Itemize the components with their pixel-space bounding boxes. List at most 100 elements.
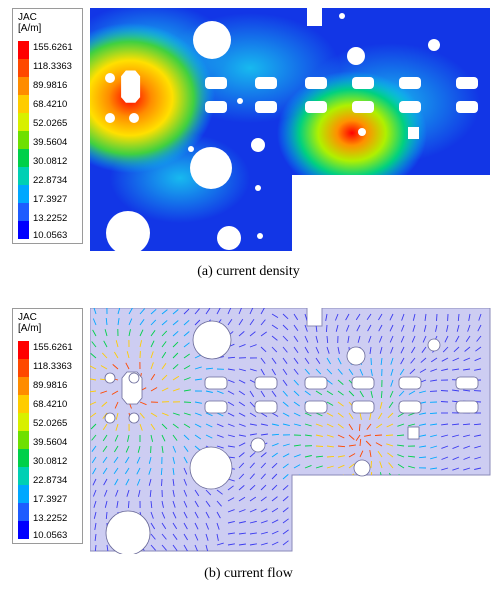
flow-arrow bbox=[249, 496, 257, 502]
flow-arrow bbox=[366, 527, 372, 535]
flow-arrow bbox=[92, 489, 97, 497]
legend-tick: 30.0812 bbox=[33, 456, 68, 467]
flow-arrow bbox=[444, 335, 449, 343]
flow-arrow bbox=[216, 434, 224, 438]
flow-arrow bbox=[282, 346, 288, 353]
flow-arrow bbox=[441, 488, 449, 491]
flow-arrow bbox=[183, 522, 188, 530]
flow-arrow bbox=[161, 434, 166, 442]
flow-arrow bbox=[260, 452, 267, 458]
flow-arrow bbox=[315, 465, 323, 469]
flow-arrow bbox=[194, 378, 202, 381]
flow-arrow bbox=[172, 478, 175, 486]
flow-arrow bbox=[424, 538, 427, 546]
flow-arrow bbox=[380, 357, 383, 365]
flow-arrow bbox=[249, 412, 257, 417]
flow-arrow bbox=[238, 318, 244, 326]
flow-arrow bbox=[473, 423, 482, 426]
flow-arrow bbox=[436, 313, 438, 322]
flow-arrow bbox=[359, 438, 362, 447]
flow-arrow bbox=[430, 379, 438, 382]
flow-arrow bbox=[419, 412, 427, 415]
flow-arrow bbox=[389, 390, 394, 398]
current-flow-map bbox=[90, 308, 491, 554]
flow-arrow bbox=[477, 538, 482, 546]
legend-tick: 13.2252 bbox=[33, 213, 68, 224]
flow-arrow bbox=[335, 527, 339, 535]
flow-arrow bbox=[91, 434, 97, 441]
legend-tick: 155.6261 bbox=[33, 342, 73, 353]
flow-arrow bbox=[194, 511, 199, 519]
flow-arrow bbox=[172, 533, 178, 540]
flow-arrow bbox=[326, 401, 334, 406]
flow-arrow bbox=[367, 324, 372, 332]
flow-arrow bbox=[421, 506, 427, 513]
flow-arrow bbox=[282, 507, 289, 513]
flow-arrow bbox=[420, 496, 427, 502]
flow-arrow bbox=[357, 335, 361, 343]
flow-arrow bbox=[293, 464, 301, 469]
flow-arrow bbox=[238, 331, 245, 337]
flow-arrow bbox=[430, 445, 438, 449]
flow-arrow bbox=[148, 456, 152, 464]
flow-arrow bbox=[337, 379, 344, 385]
flow-arrow bbox=[293, 335, 299, 343]
flow-arrow bbox=[408, 423, 416, 427]
flow-arrow bbox=[304, 516, 309, 524]
flow-arrow bbox=[161, 320, 168, 326]
flow-arrow bbox=[419, 445, 427, 448]
flow-arrow bbox=[293, 401, 300, 407]
flow-arrow bbox=[104, 329, 108, 337]
flow-arrow bbox=[315, 390, 323, 396]
flow-arrow bbox=[249, 423, 257, 426]
flow-arrow bbox=[368, 335, 372, 343]
flow-arrow bbox=[194, 445, 201, 451]
flow-arrow bbox=[337, 494, 342, 502]
flow-arrow bbox=[282, 412, 290, 417]
flow-arrow bbox=[227, 412, 235, 417]
flow-arrow bbox=[334, 313, 339, 321]
flow-arrow bbox=[430, 487, 438, 491]
flow-arrow bbox=[183, 331, 190, 337]
legend-tick: 17.3927 bbox=[33, 194, 68, 205]
flow-arrow bbox=[378, 324, 383, 332]
flow-arrow bbox=[183, 365, 191, 370]
flow-arrow bbox=[216, 542, 224, 546]
flow-arrow bbox=[172, 434, 178, 441]
flow-arrow bbox=[227, 532, 235, 535]
flow-arrow bbox=[114, 401, 119, 409]
flow-arrow bbox=[260, 520, 268, 524]
flow-arrow bbox=[150, 522, 156, 530]
flow-arrow bbox=[369, 346, 372, 354]
flow-arrow bbox=[90, 365, 97, 370]
flow-arrow bbox=[293, 528, 299, 535]
flow-arrow bbox=[227, 543, 235, 546]
flow-arrow bbox=[325, 538, 328, 546]
flow-arrow bbox=[238, 308, 243, 315]
flow-arrow bbox=[355, 538, 361, 546]
flow-arrow bbox=[378, 313, 383, 321]
flow-arrow bbox=[348, 423, 354, 431]
ramp-swatch bbox=[18, 203, 29, 221]
flow-arrow bbox=[260, 433, 268, 436]
flow-arrow bbox=[271, 462, 278, 469]
legend-jac: JAC [A/m] 155.6261 118.3363 89.9816 68.4… bbox=[12, 8, 83, 244]
legend-tick: 17.3927 bbox=[33, 494, 68, 505]
flow-arrow bbox=[100, 390, 108, 394]
flow-arrow bbox=[150, 544, 156, 551]
flow-arrow bbox=[389, 494, 394, 502]
legend-tick: 52.0265 bbox=[33, 118, 68, 129]
flow-arrow bbox=[440, 390, 449, 392]
flow-arrow bbox=[282, 324, 289, 331]
flow-arrow bbox=[271, 368, 276, 376]
flow-arrow bbox=[238, 485, 245, 491]
flow-arrow bbox=[238, 543, 246, 546]
flow-arrow bbox=[462, 423, 471, 426]
flow-arrow bbox=[124, 467, 130, 475]
ramp-swatch bbox=[18, 113, 29, 131]
flow-arrow bbox=[409, 485, 416, 491]
flow-arrow bbox=[390, 368, 394, 376]
flow-arrow bbox=[368, 505, 372, 513]
flow-arrow bbox=[125, 478, 130, 486]
flow-arrow bbox=[172, 522, 178, 530]
